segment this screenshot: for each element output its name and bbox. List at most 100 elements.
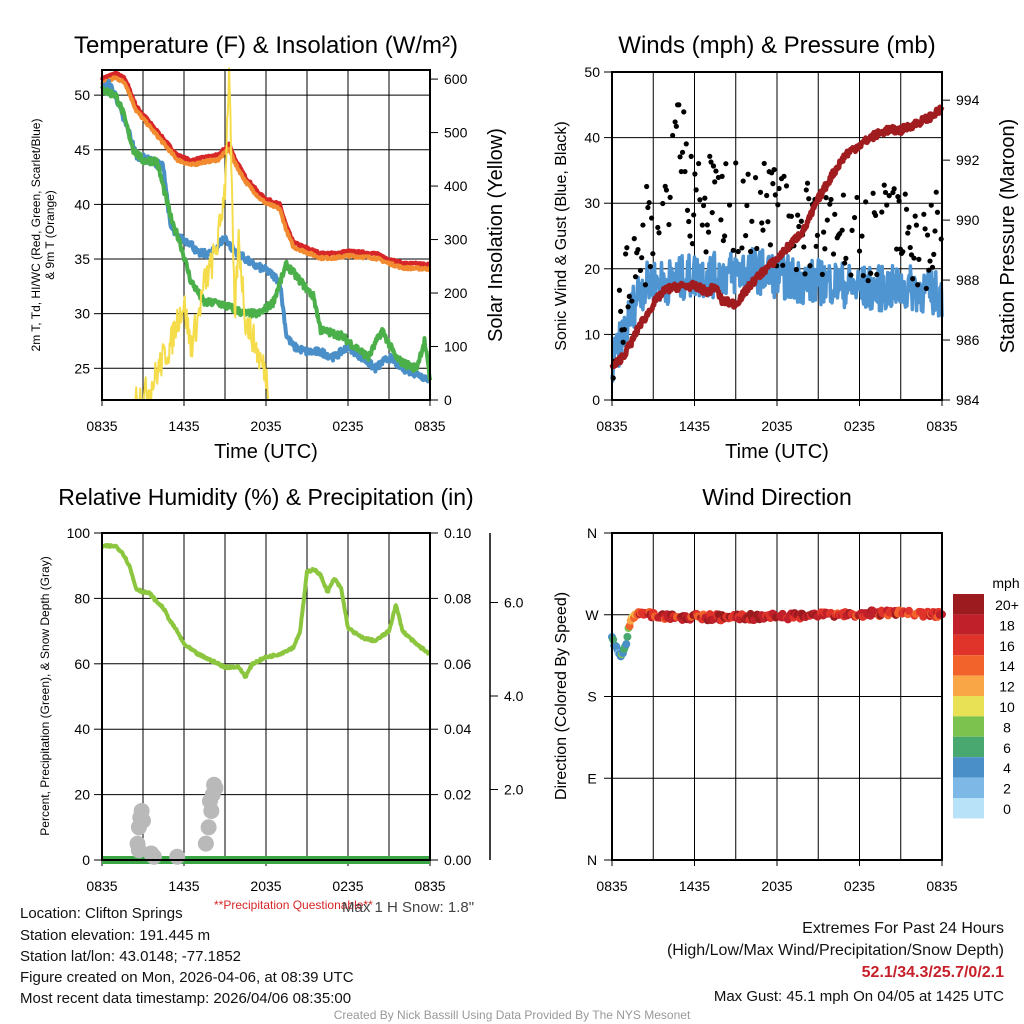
- gust-point: [772, 192, 778, 198]
- series-line-9m: [100, 75, 432, 273]
- gust-point: [821, 229, 827, 235]
- gust-point: [929, 264, 936, 270]
- chart-title: Winds (mph) & Pressure (mb): [618, 32, 935, 59]
- precip-questionable-note: **Precipitation Questionable**: [214, 898, 373, 912]
- gust-point: [646, 200, 652, 206]
- gust-point: [726, 202, 733, 208]
- gust-point: [903, 206, 910, 212]
- gust-point: [708, 159, 714, 165]
- legend-swatch: [953, 655, 984, 676]
- x-tick-label: 1435: [168, 878, 199, 894]
- gust-point: [672, 119, 678, 125]
- gust-point: [891, 186, 897, 192]
- x-tick-label: 2035: [761, 418, 792, 434]
- legend-label: 16: [999, 638, 1015, 654]
- legend-label: 12: [999, 679, 1015, 695]
- gust-point: [647, 263, 653, 270]
- gust-point: [626, 293, 632, 299]
- gust-point: [788, 213, 795, 219]
- y-tick-label: 30: [584, 195, 600, 211]
- gust-point: [879, 209, 885, 215]
- legend-title: mph: [992, 575, 1019, 591]
- gust-point: [775, 202, 781, 208]
- legend-swatch: [953, 634, 984, 656]
- gust-point: [631, 236, 637, 242]
- gust-point: [723, 161, 729, 167]
- x-tick-label: 0235: [332, 878, 363, 894]
- gust-point: [656, 230, 662, 236]
- credit-text: Created By Nick Bassill Using Data Provi…: [333, 1008, 691, 1022]
- gust-point: [796, 223, 802, 230]
- extremes-subtitle: (High/Low/Max Wind/Precipitation/Snow De…: [666, 942, 1004, 959]
- legend-swatch: [953, 736, 984, 758]
- gust-point: [923, 285, 929, 292]
- legend-label: 6: [1003, 740, 1011, 756]
- x-tick-label: 1435: [168, 418, 199, 434]
- gust-point: [882, 189, 889, 196]
- gust-point: [827, 201, 833, 207]
- gust-point: [660, 200, 666, 207]
- gust-point: [759, 220, 765, 226]
- direction-point: [905, 606, 913, 615]
- gust-point: [749, 218, 755, 224]
- gust-point: [642, 282, 649, 288]
- gust-point: [924, 232, 931, 238]
- y-tick-label: 80: [74, 590, 90, 606]
- gust-point: [679, 149, 686, 155]
- y-tick-label: 20: [584, 261, 600, 277]
- gust-point: [640, 222, 646, 228]
- gust-point: [761, 160, 767, 167]
- y2-tick-label: 984: [956, 392, 980, 408]
- gust-point: [757, 189, 764, 195]
- legend-swatch: [953, 594, 984, 615]
- gust-point: [743, 233, 749, 239]
- y2-tick-label: 990: [956, 212, 980, 228]
- gust-point: [913, 222, 920, 228]
- gust-point: [905, 230, 911, 236]
- gust-point: [624, 245, 630, 251]
- gust-point: [915, 282, 921, 288]
- gust-point: [739, 245, 745, 251]
- legend-swatch: [953, 798, 984, 819]
- legend-label: 4: [1003, 760, 1011, 776]
- x-axis-label: Time (UTC): [214, 441, 318, 463]
- gust-point: [803, 187, 809, 193]
- gust-point: [793, 266, 799, 273]
- series-line-2m: [100, 70, 432, 268]
- snow-axis-tick-label: 6.0: [504, 595, 524, 611]
- gust-point: [843, 255, 849, 261]
- gust-point: [765, 219, 771, 225]
- y-tick-label: 100: [67, 525, 91, 541]
- y2-tick-label: 988: [956, 272, 980, 288]
- gust-point: [712, 179, 718, 185]
- gust-point: [895, 194, 901, 200]
- gust-point: [735, 248, 741, 255]
- gust-point: [639, 255, 645, 261]
- y-tick-label: 35: [74, 251, 90, 267]
- y-axis-label: Direction (Colored By Speed): [553, 592, 570, 800]
- gust-point: [676, 102, 682, 108]
- gust-point: [806, 196, 812, 202]
- y2-tick-label: 0: [444, 392, 452, 408]
- gust-point: [650, 251, 656, 257]
- gust-point: [637, 267, 644, 274]
- y-tick-label: 50: [584, 64, 600, 80]
- gust-point: [849, 227, 855, 234]
- gust-point: [719, 173, 725, 179]
- gust-point: [916, 256, 922, 262]
- plot-area: [609, 102, 945, 383]
- gust-point: [886, 193, 892, 199]
- chart-title: Temperature (F) & Insolation (W/m²): [74, 32, 458, 59]
- x-tick-label: 0835: [596, 878, 627, 894]
- y2-tick-label: 0.02: [444, 787, 471, 803]
- gust-point: [830, 251, 837, 257]
- gust-point: [696, 160, 702, 167]
- gust-point: [677, 154, 683, 160]
- gust-point: [720, 237, 726, 244]
- plot-area: [100, 67, 432, 401]
- extremes-title: Extremes For Past 24 Hours: [802, 920, 1004, 937]
- gust-point: [673, 123, 679, 129]
- gust-point: [900, 249, 906, 255]
- gust-point: [691, 212, 697, 218]
